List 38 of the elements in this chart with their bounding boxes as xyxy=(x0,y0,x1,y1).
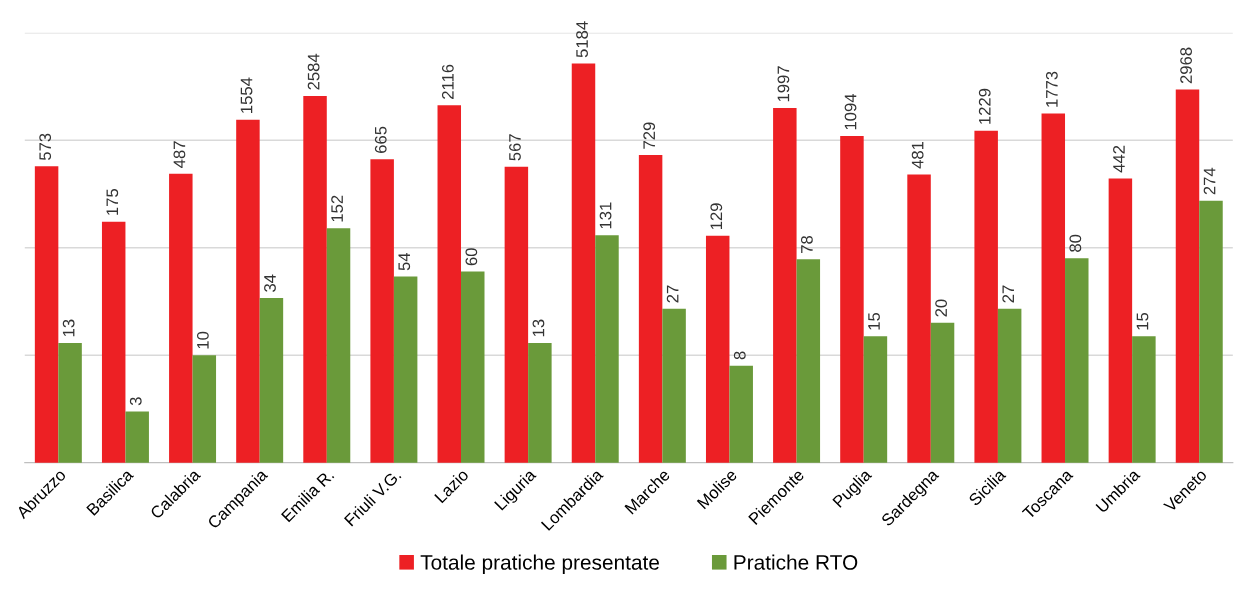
data-label: 5184 xyxy=(576,21,588,58)
data-label: 3 xyxy=(129,397,142,406)
data-label: 10 xyxy=(196,331,209,349)
data-label: 13 xyxy=(532,319,545,337)
data-label: 1997 xyxy=(777,66,790,102)
data-label: 2968 xyxy=(1180,47,1192,84)
data-label: 729 xyxy=(643,122,656,149)
data-label: 2584 xyxy=(307,53,320,90)
data-label: 131 xyxy=(599,202,612,229)
data-label: 34 xyxy=(264,274,276,292)
data-label: 573 xyxy=(39,133,52,161)
data-label: 80 xyxy=(1069,234,1082,252)
data-label: 60 xyxy=(465,248,478,266)
data-label: 487 xyxy=(173,141,186,168)
data-label: 13 xyxy=(62,319,75,337)
data-label: 152 xyxy=(331,195,343,222)
data-label: 15 xyxy=(868,312,880,330)
data-label: 1773 xyxy=(1045,71,1058,107)
data-label: 175 xyxy=(106,188,119,215)
data-label: 481 xyxy=(911,141,924,169)
data-label: 20 xyxy=(935,299,948,317)
legend-label: Totale pratiche presentate xyxy=(420,554,659,574)
data-label: 27 xyxy=(1002,285,1014,303)
data-label: 54 xyxy=(398,252,411,271)
data-label: 1229 xyxy=(978,88,991,124)
data-label: 665 xyxy=(374,126,387,153)
data-label: 442 xyxy=(1113,145,1125,173)
data-label: 27 xyxy=(666,285,679,303)
legend-label: Pratiche RTO xyxy=(734,554,858,570)
data-label: 2116 xyxy=(441,64,454,99)
data-label: 78 xyxy=(800,235,813,253)
data-label: 1094 xyxy=(844,93,857,130)
data-label: 274 xyxy=(1203,167,1216,195)
data-label: 15 xyxy=(1136,312,1149,330)
data-label: 1554 xyxy=(240,77,253,113)
data-label: 129 xyxy=(710,203,723,230)
data-label: 8 xyxy=(733,351,746,360)
data-label: 567 xyxy=(509,134,521,161)
